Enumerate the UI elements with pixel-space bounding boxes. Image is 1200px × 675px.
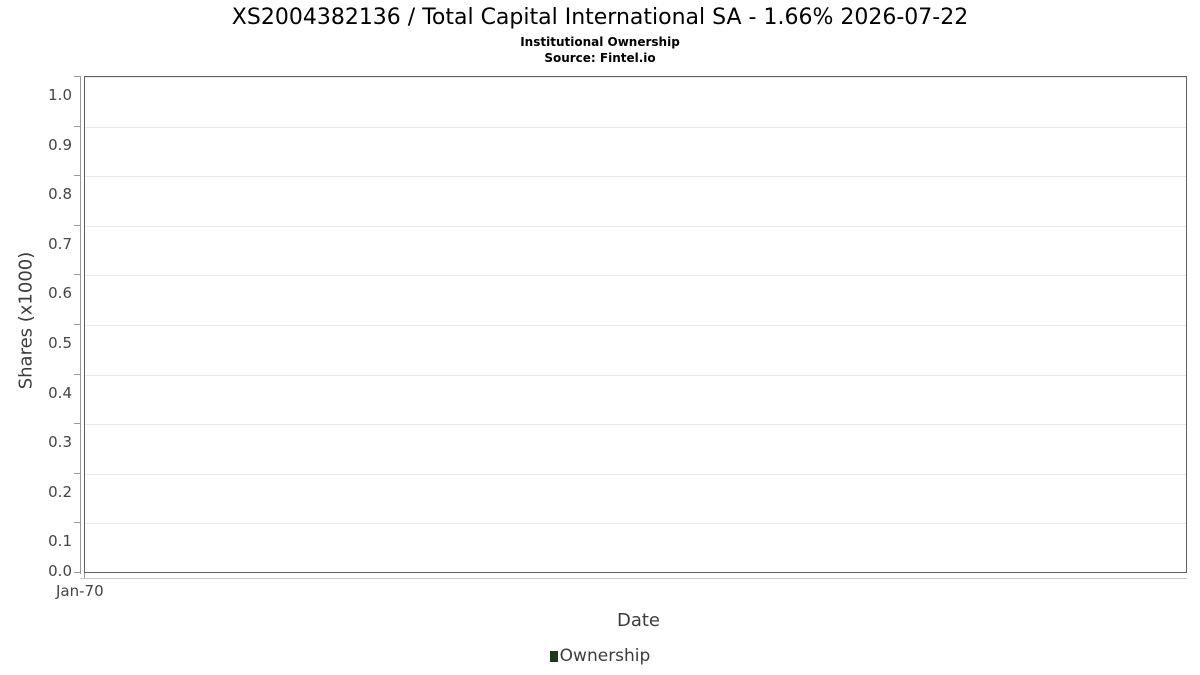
x-axis-title: Date: [616, 610, 661, 631]
y-tick-label: 0.7: [48, 234, 72, 253]
y-tick-label: 0.6: [48, 284, 72, 303]
y-tick-label: 0.0: [48, 562, 72, 580]
y-tick-mark: [74, 522, 80, 524]
y-tick-mark: [74, 373, 80, 375]
plot-area: [84, 76, 1187, 573]
legend-swatch-icon: [549, 651, 558, 662]
gridline: [85, 275, 1186, 277]
y-tick-mark: [74, 423, 80, 425]
gridline: [85, 176, 1186, 178]
gridline: [85, 473, 1186, 475]
gridline: [85, 225, 1186, 227]
gridline: [85, 374, 1186, 376]
chart-legend: Ownership: [0, 648, 1200, 665]
legend-item-label: Ownership: [559, 646, 651, 666]
y-axis-title: Shares (x1000): [15, 251, 37, 390]
y-tick-mark: [74, 125, 80, 127]
gridline: [85, 126, 1186, 128]
legend-item-ownership[interactable]: Ownership: [549, 646, 651, 666]
y-tick-mark: [74, 324, 80, 325]
y-axis-spine: [80, 76, 81, 574]
data-series-layer: [85, 77, 1188, 574]
x-axis-spine: [80, 578, 1187, 579]
y-tick-mark: [74, 472, 80, 474]
y-tick-mark: [74, 224, 80, 226]
y-tick-label: 0.4: [48, 383, 72, 402]
chart-subtitle: Institutional Ownership: [520, 35, 680, 49]
y-tick-label: 1.0: [48, 86, 72, 104]
y-tick-label: 0.9: [48, 135, 72, 154]
gridline: [85, 523, 1186, 525]
y-tick-mark: [74, 274, 80, 276]
y-tick-label: 0.3: [48, 433, 72, 452]
y-tick-mark: [74, 175, 80, 177]
gridline: [85, 424, 1186, 426]
chart-title: XS2004382136 / Total Capital Internation…: [231, 5, 969, 30]
y-tick-label: 0.2: [48, 482, 72, 501]
gridline: [85, 77, 1186, 78]
y-tick-label: 0.5: [48, 334, 72, 352]
chart-source-label: Source: Fintel.io: [544, 51, 656, 65]
x-tick-mark: [84, 573, 85, 578]
y-tick-label: 0.1: [48, 532, 72, 551]
y-tick-mark: [74, 572, 80, 573]
y-tick-label: 0.8: [48, 185, 72, 204]
y-tick-mark: [74, 76, 80, 77]
x-tick-label: Jan-70: [56, 582, 104, 600]
gridline: [85, 325, 1186, 326]
